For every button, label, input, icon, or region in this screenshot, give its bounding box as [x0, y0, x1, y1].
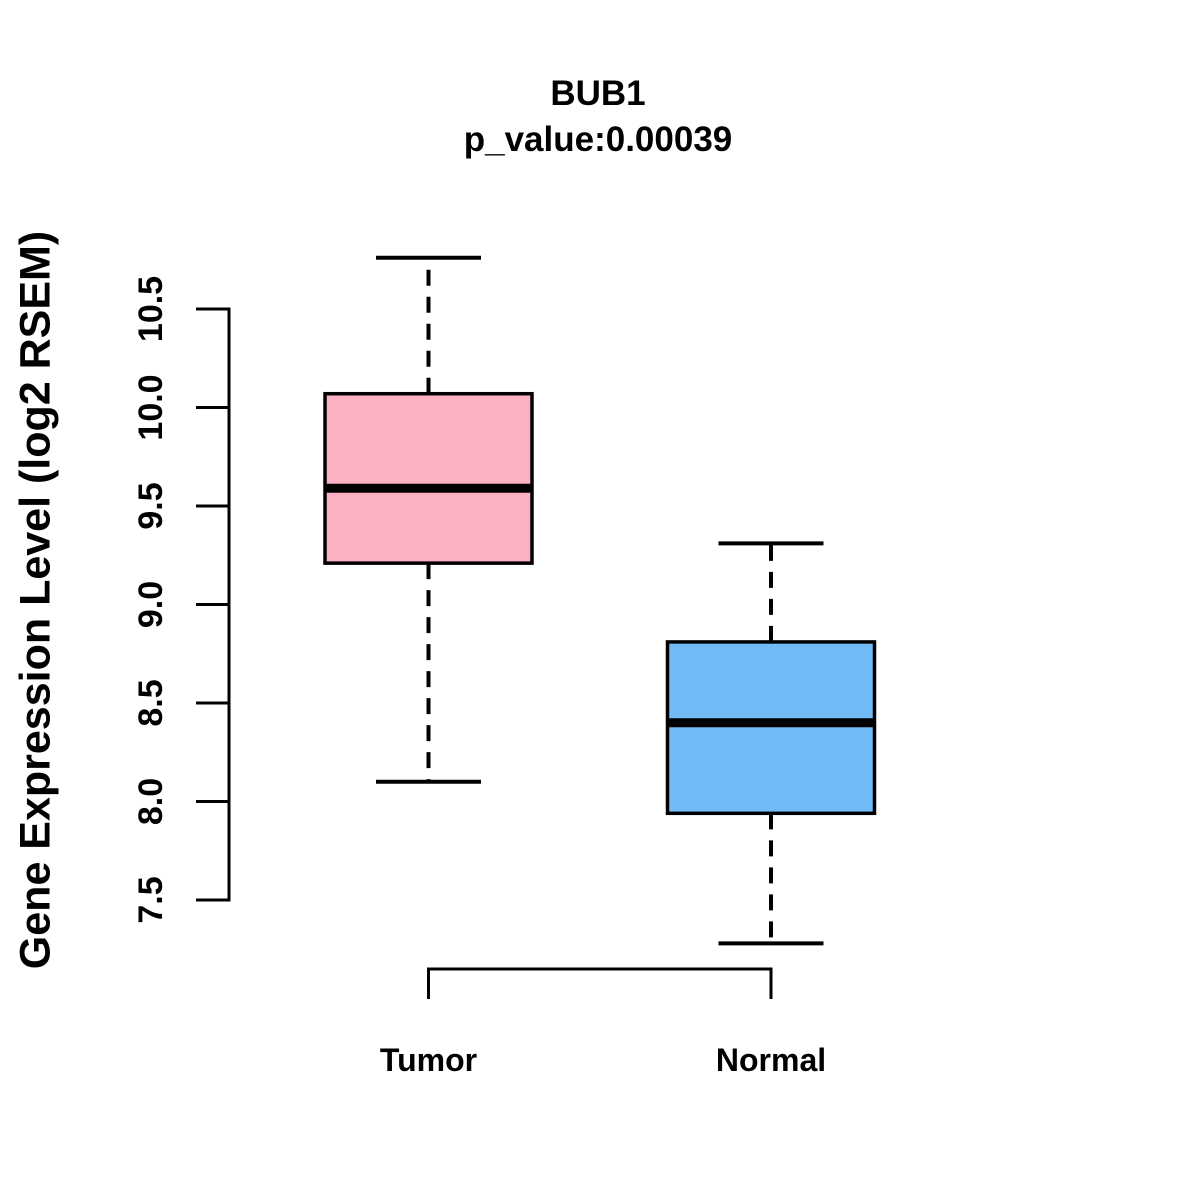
y-tick-label: 9.5 — [132, 482, 170, 529]
box-tumor — [323, 391, 534, 565]
y-tick-label: 7.5 — [132, 876, 170, 923]
chart-subtitle-pvalue: p_value:0.00039 — [463, 120, 733, 159]
box-normal — [665, 640, 877, 816]
y-tick-label: 8.0 — [132, 778, 170, 825]
y-tick-label: 10.5 — [132, 276, 170, 342]
x-category-label-normal: Normal — [716, 1042, 826, 1078]
x-category-label-tumor: Tumor — [380, 1042, 477, 1078]
y-axis-label: Gene Expression Level (log2 RSEM) — [11, 230, 60, 970]
y-tick-label: 8.5 — [132, 679, 170, 726]
chart-title: BUB1 — [550, 74, 646, 113]
y-tick-label: 9.0 — [132, 581, 170, 628]
x-axis-line — [427, 967, 773, 999]
y-tick-label: 10.0 — [132, 374, 170, 440]
